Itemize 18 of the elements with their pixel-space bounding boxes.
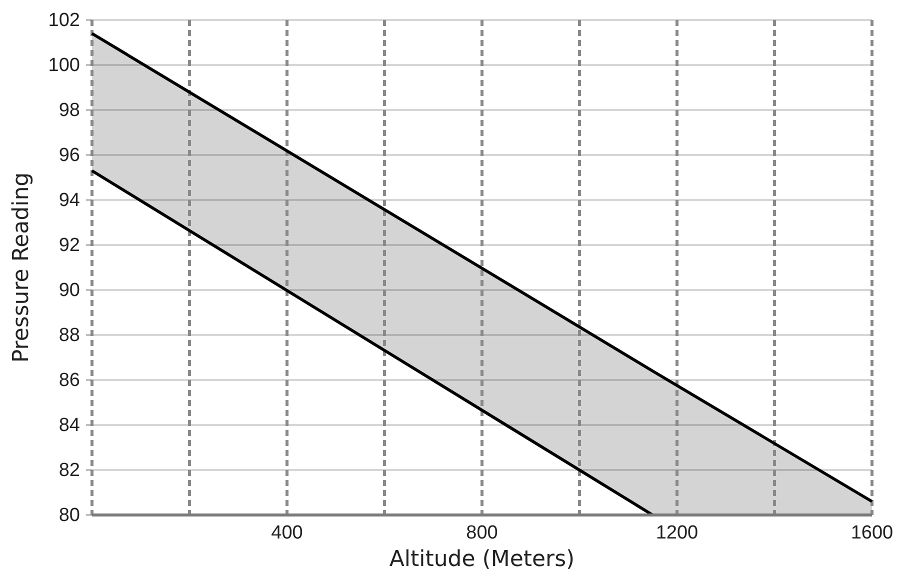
x-axis-title: Altitude (Meters)	[389, 547, 575, 572]
y-tick-label: 82	[58, 460, 80, 482]
y-tick-label: 98	[58, 100, 80, 122]
y-tick-label: 94	[58, 190, 80, 212]
y-tick-label: 90	[58, 280, 80, 302]
x-tick-label: 1600	[850, 522, 894, 544]
y-tick-label: 100	[48, 55, 80, 76]
y-tick-label: 84	[58, 415, 80, 436]
y-axis-title: Pressure Reading	[9, 172, 34, 363]
y-tick-label: 102	[48, 10, 80, 32]
y-tick-label: 86	[58, 370, 80, 392]
x-tick-label: 400	[271, 522, 303, 544]
y-tick-label: 92	[58, 235, 80, 256]
y-tick-label: 88	[58, 325, 80, 346]
x-tick-label: 800	[466, 522, 498, 544]
y-tick-label: 80	[58, 505, 80, 526]
x-tick-label: 1200	[656, 522, 698, 544]
y-tick-label: 96	[58, 145, 80, 166]
